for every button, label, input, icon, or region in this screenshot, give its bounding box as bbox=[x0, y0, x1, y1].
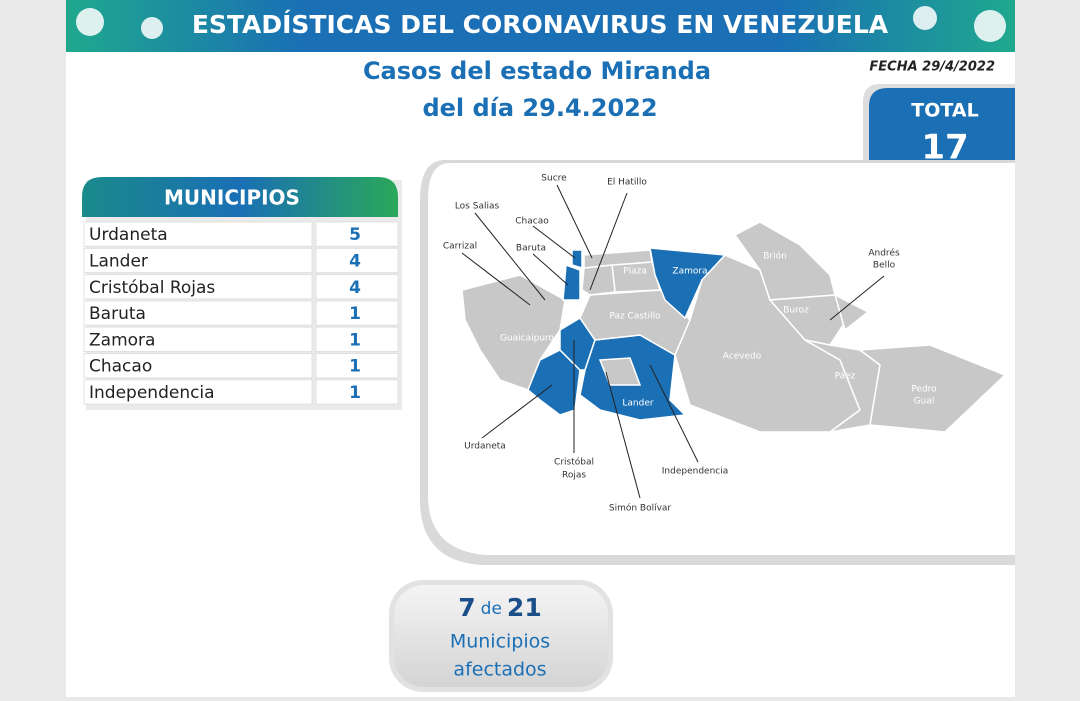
map-label: Zamora bbox=[672, 267, 707, 277]
region bbox=[598, 357, 642, 386]
municipality-name: Baruta bbox=[89, 304, 146, 324]
region bbox=[733, 221, 836, 301]
map-label: Los Salias bbox=[455, 202, 500, 212]
map-label: Independencia bbox=[662, 467, 728, 477]
case-count: 4 bbox=[349, 278, 361, 298]
table-cell bbox=[315, 326, 399, 353]
map-label: Chacao bbox=[515, 217, 549, 227]
total-municipalities: 21 bbox=[507, 593, 542, 622]
municipality-name: Urdaneta bbox=[89, 225, 168, 245]
map-label: Gual bbox=[914, 397, 935, 407]
table-header: MUNICIPIOS bbox=[164, 186, 300, 210]
map-label: Cristóbal bbox=[554, 457, 594, 468]
subtitle: Casos del estado Miranda bbox=[363, 57, 711, 85]
table-cell bbox=[315, 379, 399, 405]
virus-icons bbox=[76, 6, 1006, 42]
map-label: Baruta bbox=[516, 244, 546, 254]
table-header-bg bbox=[82, 177, 398, 217]
case-count: 1 bbox=[349, 330, 361, 350]
map-label: Plaza bbox=[623, 267, 647, 277]
map-labels: Sucre El Hatillo Los Salias Chacao Carri… bbox=[443, 174, 937, 514]
case-count: 5 bbox=[349, 225, 361, 245]
header-title: ESTADÍSTICAS DEL CORONAVIRUS EN VENEZUEL… bbox=[192, 10, 889, 39]
municipality-name: Cristóbal Rojas bbox=[89, 278, 215, 298]
map-label: Buroz bbox=[783, 306, 809, 316]
case-count: 1 bbox=[349, 357, 361, 377]
table-cell bbox=[83, 221, 313, 247]
map-label: Guaicaipuro bbox=[500, 334, 555, 344]
of: de bbox=[481, 599, 502, 619]
map bbox=[461, 221, 1007, 433]
header-banner bbox=[66, 0, 1015, 52]
case-count: 1 bbox=[349, 304, 361, 324]
table-cell bbox=[83, 247, 313, 274]
region bbox=[562, 263, 581, 301]
case-count: 1 bbox=[349, 383, 361, 403]
map-label: Carrizal bbox=[443, 242, 477, 252]
table-cell bbox=[83, 274, 313, 300]
region bbox=[581, 264, 616, 296]
municipality-name: Chacao bbox=[89, 357, 152, 377]
municipality-name: Zamora bbox=[89, 330, 155, 350]
table-cell bbox=[83, 379, 313, 405]
region bbox=[768, 294, 846, 346]
region bbox=[857, 344, 1007, 433]
table-cell bbox=[315, 353, 399, 379]
map-label: Simón Bolívar bbox=[609, 503, 672, 514]
total-label: TOTAL bbox=[911, 100, 978, 122]
table-cell bbox=[315, 247, 399, 274]
footer-pill bbox=[394, 585, 608, 687]
table-cell bbox=[315, 300, 399, 326]
affected: 7 bbox=[458, 593, 475, 622]
region bbox=[571, 249, 583, 270]
map-label: Urdaneta bbox=[464, 442, 506, 452]
map-label: Lander bbox=[622, 399, 653, 409]
map-label: Acevedo bbox=[723, 352, 762, 362]
municipality-name: Independencia bbox=[89, 383, 215, 403]
map-label: Paz Castillo bbox=[609, 312, 661, 322]
date: FECHA 29/4/2022 bbox=[869, 60, 995, 75]
table-body: Urdaneta 5 Lander 4 Cristóbal Rojas 4 Baruta 1 Z… bbox=[83, 221, 399, 405]
leader-lines bbox=[461, 184, 885, 499]
table-cell bbox=[315, 221, 399, 247]
map-label: Brión bbox=[763, 251, 787, 262]
footer-count: 7 de 21 bbox=[458, 593, 541, 622]
table-cell bbox=[83, 300, 313, 326]
region bbox=[833, 293, 870, 332]
municipality-name: Lander bbox=[89, 251, 148, 271]
map-label: Bello bbox=[873, 261, 896, 271]
footer-text: Municipios bbox=[450, 631, 550, 653]
case-count: 4 bbox=[349, 251, 361, 271]
map-label: El Hatillo bbox=[607, 178, 647, 188]
map-label: Sucre bbox=[541, 174, 567, 184]
table-cell bbox=[315, 274, 399, 300]
subtitle: del día 29.4.2022 bbox=[422, 94, 657, 122]
region bbox=[583, 249, 653, 269]
table-cell bbox=[83, 353, 313, 379]
region bbox=[527, 349, 581, 416]
map-label: Pedro bbox=[911, 385, 937, 395]
map-label: Rojas bbox=[562, 471, 586, 481]
footer-text: afectados bbox=[453, 659, 546, 681]
table-cell bbox=[83, 326, 313, 353]
map-label: Páez bbox=[835, 372, 856, 382]
map-label: Andrés bbox=[868, 248, 900, 259]
